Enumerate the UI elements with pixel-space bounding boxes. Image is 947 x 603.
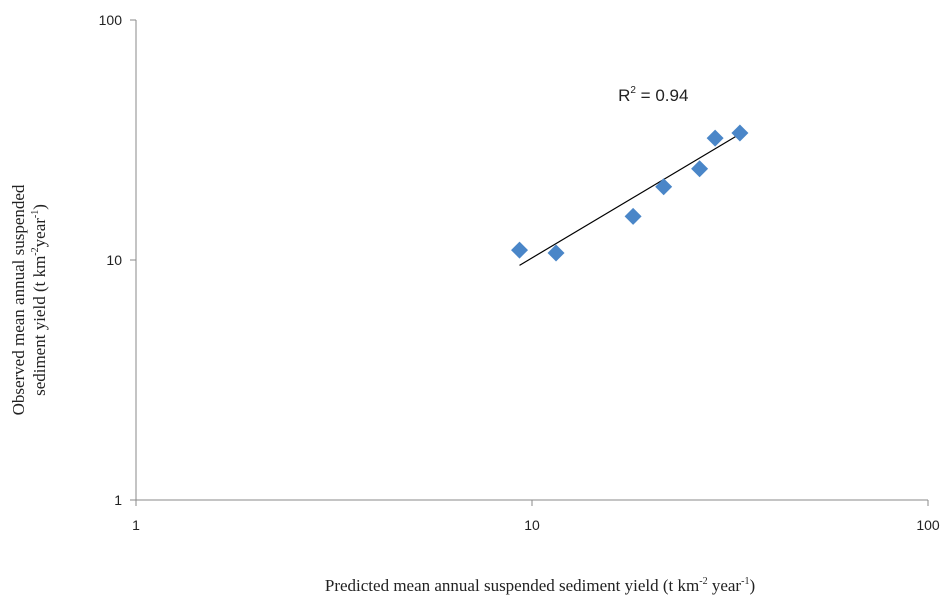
ticks: 1 10 100 1 10 100 bbox=[99, 12, 940, 533]
x-axis-title-mid: year bbox=[708, 576, 742, 595]
x-axis-title-end: ) bbox=[749, 576, 755, 595]
y-axis-title-line2-text: sediment yield (t km bbox=[30, 256, 49, 396]
data-point bbox=[624, 207, 642, 225]
y-tick-label: 10 bbox=[106, 252, 122, 268]
axes bbox=[135, 20, 928, 501]
x-axis-title-sup2: -1 bbox=[741, 576, 749, 587]
y-tick-label: 1 bbox=[114, 492, 122, 508]
x-tick-label: 10 bbox=[524, 517, 540, 533]
x-axis-title-sup1: -2 bbox=[699, 576, 707, 587]
y-axis-title-line2-sup1: -2 bbox=[30, 247, 41, 255]
y-axis-title-line1: Observed mean annual suspended bbox=[9, 184, 28, 415]
y-tick-label: 100 bbox=[99, 12, 123, 28]
r-squared-value: = 0.94 bbox=[636, 86, 688, 105]
data-point bbox=[511, 241, 529, 259]
x-tick-label: 1 bbox=[132, 517, 140, 533]
x-axis-title-text: Predicted mean annual suspended sediment… bbox=[325, 576, 699, 595]
y-axis-title-line2-mid: year bbox=[30, 218, 49, 248]
y-axis-title-line2-end: ) bbox=[30, 204, 49, 210]
data-point bbox=[655, 178, 673, 196]
x-tick-label: 100 bbox=[916, 517, 940, 533]
y-axis-title-line2: sediment yield (t km-2year-1) bbox=[30, 204, 49, 396]
y-axis-title: Observed mean annual suspended sediment … bbox=[9, 184, 49, 415]
data-point bbox=[731, 124, 749, 142]
r-squared-annotation: R2 = 0.94 bbox=[618, 85, 688, 105]
data-points bbox=[511, 124, 749, 262]
x-axis-title: Predicted mean annual suspended sediment… bbox=[325, 576, 755, 595]
r-squared-sup: 2 bbox=[630, 85, 636, 96]
trendline-group bbox=[519, 133, 741, 266]
r-squared-base: R bbox=[618, 86, 630, 105]
data-point bbox=[691, 160, 709, 178]
y-axis-title-line2-sup2: -1 bbox=[30, 210, 41, 218]
trendline bbox=[519, 133, 741, 266]
data-point bbox=[547, 244, 565, 262]
data-point bbox=[706, 129, 724, 147]
